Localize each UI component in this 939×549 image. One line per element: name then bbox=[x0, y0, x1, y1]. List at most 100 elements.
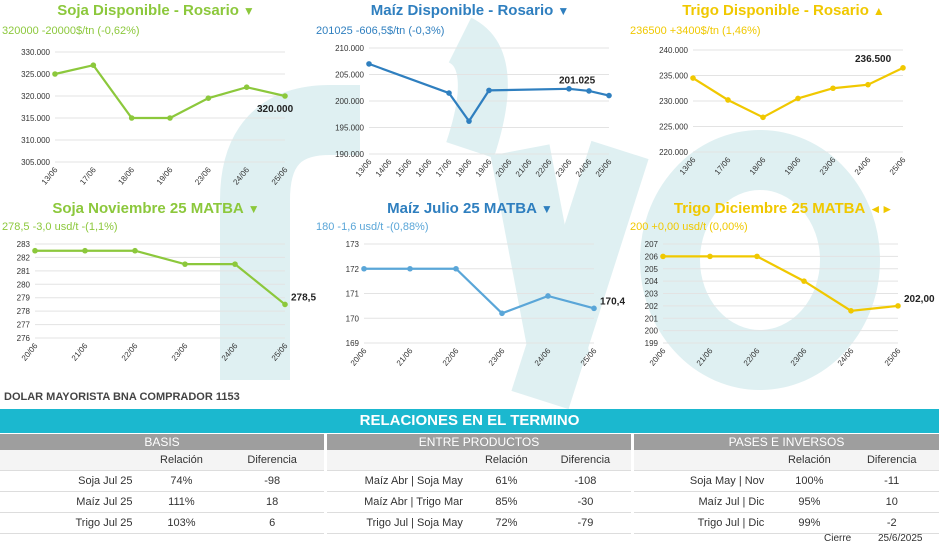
data-point bbox=[205, 95, 212, 101]
y-tick-label: 205.000 bbox=[335, 71, 364, 80]
table-header-row: Relación Diferencia bbox=[634, 450, 939, 471]
col-diferencia: Diferencia bbox=[220, 450, 324, 471]
chart-panel-soja-disponible: Soja Disponible - Rosario ▼ 320000 -20000… bbox=[0, 0, 312, 195]
x-tick-label: 25/06 bbox=[579, 346, 599, 368]
data-point bbox=[707, 253, 713, 260]
x-tick-label: 21/06 bbox=[70, 341, 90, 363]
data-point bbox=[795, 95, 801, 102]
y-tick-label: 205 bbox=[645, 265, 659, 274]
x-tick-label: 23/06 bbox=[818, 155, 838, 177]
data-point bbox=[499, 310, 505, 317]
series-line bbox=[54, 63, 286, 120]
x-tick-label: 21/06 bbox=[514, 157, 534, 179]
row-relacion: 85% bbox=[472, 491, 540, 513]
x-tick-label: 24/06 bbox=[220, 341, 240, 363]
y-tick-label: 202 bbox=[645, 302, 659, 311]
data-label: 278,5 bbox=[291, 292, 316, 303]
x-tick-label: 20/06 bbox=[20, 341, 40, 363]
x-tick-label: 20/06 bbox=[349, 346, 369, 368]
x-tick-label: 22/06 bbox=[534, 157, 554, 179]
chart-title: Soja Disponible - Rosario ▼ bbox=[57, 2, 255, 19]
x-tick-label: 24/06 bbox=[533, 346, 553, 368]
chart-title: Maíz Julio 25 MATBA ▼ bbox=[387, 200, 553, 217]
x-tick-label: 23/06 bbox=[554, 157, 574, 179]
row-name: Trigo Jul 25 bbox=[0, 512, 143, 534]
x-tick-label: 20/06 bbox=[494, 157, 514, 179]
row-name: Trigo Jul | Dic bbox=[634, 512, 775, 534]
row-relacion: 100% bbox=[774, 470, 845, 492]
y-tick-label: 310.000 bbox=[21, 136, 50, 145]
row-diferencia: -2 bbox=[844, 512, 939, 534]
x-tick-label: 17/06 bbox=[713, 155, 733, 177]
chart-subtitle: 200 +0,00 usd/t (0,00%) bbox=[630, 221, 748, 233]
x-tick-label: 23/06 bbox=[193, 165, 213, 187]
row-diferencia: -79 bbox=[539, 512, 631, 534]
col-relacion: Relación bbox=[142, 450, 221, 471]
data-point bbox=[848, 308, 854, 314]
chart-subtitle: 201025 -606,5$/tn (-0,3%) bbox=[316, 25, 445, 37]
y-tick-label: 276 bbox=[17, 334, 31, 343]
x-tick-label: 17/06 bbox=[78, 165, 98, 187]
data-point bbox=[760, 114, 766, 121]
data-point bbox=[801, 278, 807, 284]
table-row: Maíz Jul | Dic 95% 10 bbox=[634, 491, 939, 513]
row-relacion: 74% bbox=[142, 470, 221, 492]
data-point bbox=[725, 97, 731, 103]
section-pases-inversos: PASES E INVERSOS Relación Diferencia Soja… bbox=[634, 434, 939, 534]
x-tick-label: 21/06 bbox=[395, 346, 415, 368]
row-name: Soja May | Nov bbox=[634, 470, 775, 492]
y-tick-label: 172 bbox=[346, 265, 360, 274]
x-tick-label: 23/06 bbox=[789, 346, 809, 368]
row-diferencia: -30 bbox=[539, 491, 631, 513]
y-tick-label: 278 bbox=[17, 307, 31, 316]
row-relacion: 99% bbox=[774, 512, 845, 534]
series-line bbox=[663, 255, 899, 312]
y-tick-label: 201 bbox=[645, 314, 659, 323]
col-diferencia: Diferencia bbox=[539, 450, 631, 471]
y-tick-label: 280 bbox=[17, 280, 31, 289]
row-diferencia: -11 bbox=[844, 470, 939, 492]
data-point bbox=[830, 85, 836, 92]
triangle-down-icon: ▼ bbox=[557, 4, 570, 18]
row-relacion: 111% bbox=[142, 491, 221, 513]
x-tick-label: 24/06 bbox=[574, 157, 594, 179]
chart-title: Trigo Diciembre 25 MATBA ◄► bbox=[673, 200, 894, 217]
triangle-up-icon: ▲ bbox=[872, 4, 885, 18]
y-tick-label: 200 bbox=[645, 327, 659, 336]
data-point bbox=[900, 65, 906, 71]
x-tick-label: 25/06 bbox=[888, 155, 908, 177]
data-point bbox=[52, 71, 58, 77]
x-tick-label: 23/06 bbox=[170, 341, 190, 363]
data-point bbox=[361, 265, 367, 272]
y-tick-label: 200.000 bbox=[335, 97, 364, 106]
section-title: PASES E INVERSOS bbox=[634, 434, 939, 450]
section-title: ENTRE PRODUCTOS bbox=[327, 434, 631, 450]
y-tick-label: 170 bbox=[346, 314, 360, 323]
y-tick-label: 220.000 bbox=[659, 148, 688, 157]
x-tick-label: 22/06 bbox=[441, 346, 461, 368]
data-point bbox=[566, 86, 572, 92]
y-tick-label: 325.000 bbox=[21, 70, 50, 79]
x-tick-label: 14/06 bbox=[374, 157, 394, 179]
section-basis: BASIS Relación Diferencia Soja Jul 25 74% -… bbox=[0, 434, 324, 534]
x-tick-label: 24/06 bbox=[231, 165, 251, 187]
y-tick-label: 279 bbox=[17, 294, 31, 303]
table-row: Trigo Jul | Soja May 72% -79 bbox=[327, 512, 631, 534]
x-tick-label: 13/06 bbox=[678, 155, 698, 177]
x-tick-label: 25/06 bbox=[270, 165, 290, 187]
x-tick-label: 23/06 bbox=[487, 346, 507, 368]
y-tick-label: 315.000 bbox=[21, 114, 50, 123]
cierre-label: Cierre bbox=[824, 533, 852, 544]
row-diferencia: 18 bbox=[220, 491, 324, 513]
y-tick-label: 281 bbox=[17, 267, 31, 276]
x-tick-label: 24/06 bbox=[836, 346, 856, 368]
chart-panel-maiz-disponible: Maíz Disponible - Rosario ▼ 201025 -606,5… bbox=[314, 0, 626, 195]
chart-subtitle: 278,5 -3,0 usd/t -(1,1%) bbox=[2, 221, 118, 233]
y-tick-label: 204 bbox=[645, 277, 659, 286]
table-row: Maíz Jul 25 111% 18 bbox=[0, 491, 324, 513]
row-relacion: 103% bbox=[142, 512, 221, 534]
cierre-date: 25/6/2025 bbox=[878, 533, 923, 544]
row-name: Soja Jul 25 bbox=[0, 470, 143, 492]
chart-subtitle: 180 -1,6 usd/t -(0,88%) bbox=[316, 221, 429, 233]
row-relacion: 95% bbox=[774, 491, 845, 513]
